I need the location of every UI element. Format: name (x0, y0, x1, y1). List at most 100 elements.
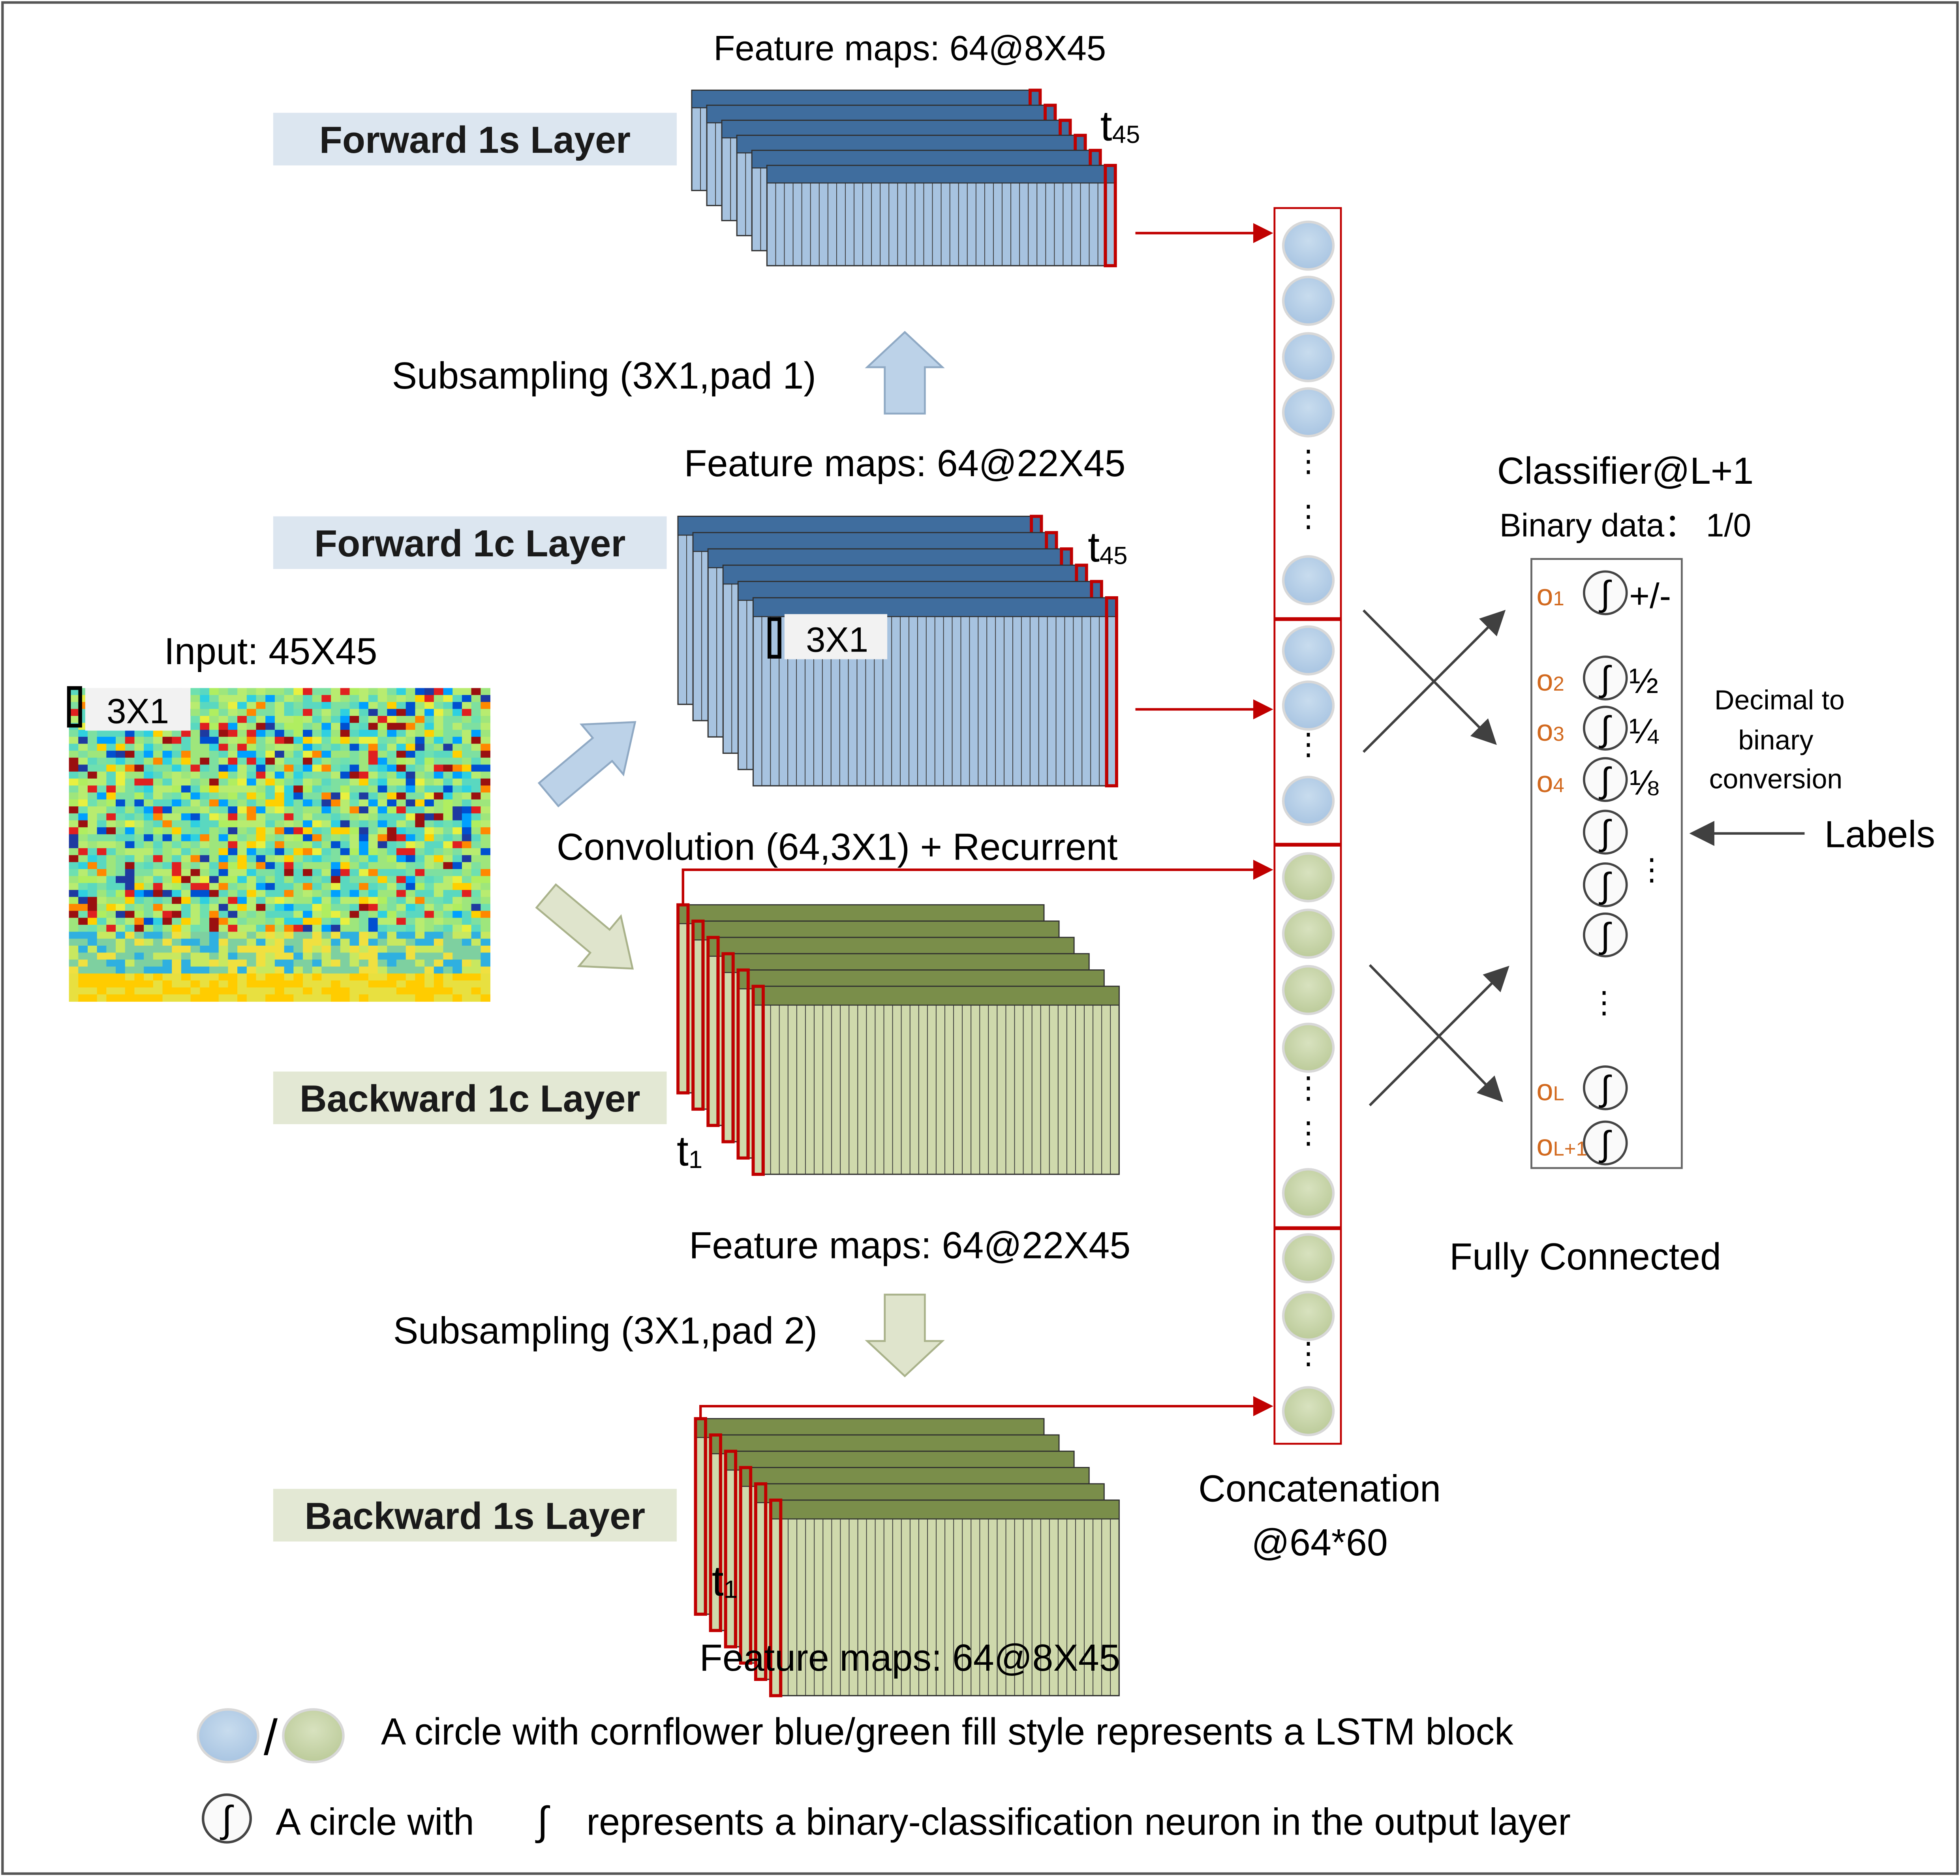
heatmap-cell (97, 799, 107, 807)
heatmap-cell (396, 980, 406, 988)
heatmap-cell (162, 994, 173, 1002)
heatmap-cell (153, 820, 163, 828)
heatmap-cell (200, 695, 210, 702)
heatmap-cell (321, 869, 332, 877)
heatmap-cell (424, 939, 434, 946)
heatmap-cell (237, 799, 247, 807)
heatmap-cell (406, 709, 416, 716)
heatmap-cell (237, 723, 247, 730)
heatmap-cell (406, 744, 416, 751)
heatmap-cell (134, 876, 145, 884)
heatmap-cell (162, 862, 173, 869)
heatmap-cell (462, 723, 472, 730)
heatmap-cell (434, 890, 444, 898)
heatmap-cell (274, 736, 285, 744)
heatmap-cell (452, 695, 462, 702)
heatmap-cell (349, 764, 360, 772)
heatmap-cell (284, 827, 294, 835)
heatmap-cell (331, 980, 341, 988)
heatmap-cell (396, 736, 406, 744)
heatmap-cell (359, 841, 369, 849)
heatmap-cell (200, 757, 210, 765)
heatmap-cell (190, 980, 201, 988)
heatmap-cell (452, 799, 462, 807)
heatmap-cell (481, 834, 490, 842)
heatmap-cell (349, 688, 360, 696)
heatmap-cell (312, 785, 322, 793)
heatmap-cell (396, 806, 406, 814)
heatmap-cell (359, 792, 369, 800)
output-label: o3 (1536, 714, 1564, 747)
heatmap-cell (69, 876, 79, 884)
heatmap-cell (265, 757, 275, 765)
heatmap-cell (78, 813, 88, 821)
heatmap-cell (359, 897, 369, 905)
heatmap-cell (340, 994, 350, 1002)
heatmap-cell (368, 918, 378, 925)
heatmap-cell (377, 827, 388, 835)
heatmap-cell (312, 723, 322, 730)
heatmap-cell (293, 702, 303, 710)
heatmap-cell (209, 945, 219, 953)
heatmap-cell (78, 827, 88, 835)
heatmap-cell (396, 751, 406, 758)
heatmap-cell (312, 848, 322, 856)
heatmap-cell (274, 723, 285, 730)
heatmap-cell (424, 730, 434, 737)
heatmap-cell (190, 792, 201, 800)
heatmap-cell (237, 960, 247, 967)
heatmap-cell (340, 772, 350, 779)
heatmap-cell (359, 904, 369, 911)
heatmap-cell (209, 730, 219, 737)
heatmap-cell (434, 924, 444, 932)
heatmap-cell (265, 966, 275, 974)
heatmap-cell (443, 945, 453, 953)
lstm-block-blue (1282, 387, 1335, 438)
heatmap-cell (144, 960, 154, 967)
heatmap-cell (246, 960, 257, 967)
heatmap-cell (434, 820, 444, 828)
heatmap-cell (293, 876, 303, 884)
heatmap-cell (434, 994, 444, 1002)
heatmap-cell (303, 945, 313, 953)
time-step-box (706, 936, 720, 1127)
heatmap-cell (340, 966, 350, 974)
heatmap-cell (125, 904, 135, 911)
heatmap-cell (377, 772, 388, 779)
heatmap-cell (434, 688, 444, 696)
lstm-block-green (1282, 1291, 1335, 1341)
heatmap-cell (293, 799, 303, 807)
heatmap-cell (274, 806, 285, 814)
heatmap-cell (293, 883, 303, 890)
heatmap-cell (359, 848, 369, 856)
heatmap-cell (303, 834, 313, 842)
heatmap-cell (125, 757, 135, 765)
heatmap-cell (303, 751, 313, 758)
heatmap-cell (200, 876, 210, 884)
heatmap-cell (312, 980, 322, 988)
heatmap-cell (172, 841, 182, 849)
heatmap-cell (443, 994, 453, 1002)
heatmap-cell (69, 869, 79, 877)
heatmap-cell (312, 841, 322, 849)
heatmap-cell (359, 757, 369, 765)
heatmap-cell (218, 716, 229, 723)
heatmap-cell (116, 855, 126, 863)
heatmap-cell (153, 973, 163, 981)
heatmap-cell (481, 736, 490, 744)
heatmap-cell (274, 918, 285, 925)
heatmap-cell (434, 709, 444, 716)
heatmap-cell (331, 904, 341, 911)
heatmap-cell (359, 939, 369, 946)
heatmap-cell (443, 918, 453, 925)
heatmap-cell (349, 918, 360, 925)
heatmap-cell (452, 702, 462, 710)
heatmap-cell (172, 785, 182, 793)
heatmap-cell (349, 897, 360, 905)
heatmap-cell (162, 730, 173, 737)
heatmap-cell (265, 778, 275, 786)
heatmap-cell (321, 876, 332, 884)
heatmap-cell (218, 931, 229, 939)
heatmap-cell (434, 764, 444, 772)
